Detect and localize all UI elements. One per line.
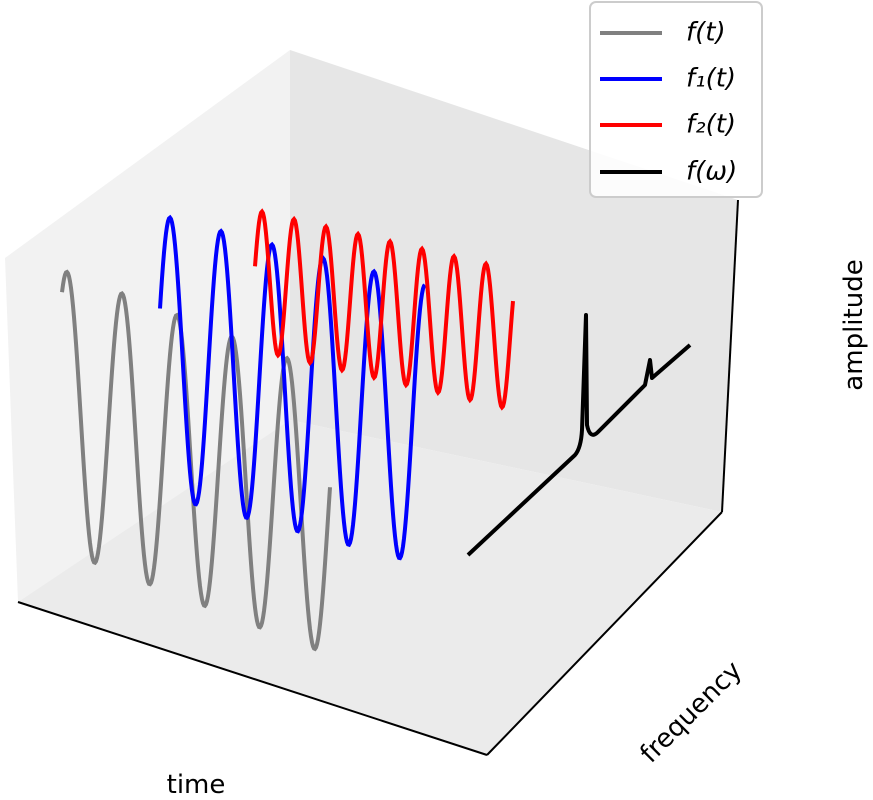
legend-label: f(t) bbox=[686, 18, 726, 48]
axis-edge bbox=[486, 511, 723, 756]
y-axis-label: frequency bbox=[635, 656, 748, 769]
axis-edge bbox=[17, 601, 488, 756]
wave-line bbox=[253, 208, 515, 411]
legend-label: f(ω) bbox=[686, 157, 737, 187]
z-axis-label: amplitude bbox=[839, 259, 869, 390]
wave-line bbox=[60, 269, 332, 652]
legend-label: f₂(t) bbox=[686, 110, 736, 140]
legend-box bbox=[589, 1, 763, 198]
axis-edge bbox=[721, 199, 739, 513]
legend-label: f₁(t) bbox=[686, 64, 736, 94]
x-axis-label: time bbox=[167, 770, 226, 800]
spectrum-line bbox=[466, 313, 692, 557]
legend: f(t) f₁(t) f₂(t) f(ω) bbox=[589, 1, 763, 198]
curves bbox=[60, 208, 515, 652]
